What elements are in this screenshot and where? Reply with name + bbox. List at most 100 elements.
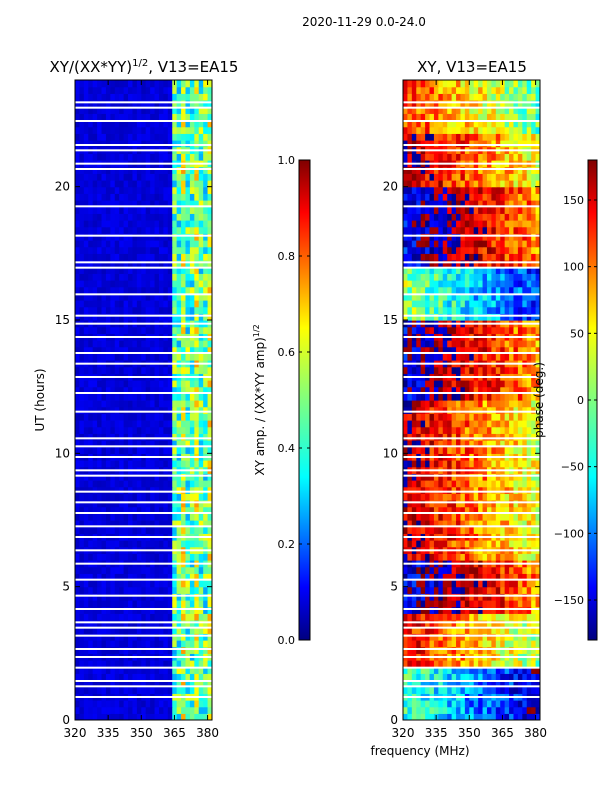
heatmap-cell	[460, 313, 466, 321]
heatmap-cell	[150, 680, 156, 688]
heatmap-cell	[150, 460, 156, 468]
heatmap-cell	[509, 473, 515, 481]
heatmap-cell	[203, 253, 209, 261]
heatmap-cell	[189, 506, 195, 514]
heatmap-cell	[500, 340, 506, 348]
heatmap-cell	[504, 413, 510, 421]
heatmap-cell	[198, 126, 204, 134]
heatmap-cell	[473, 393, 479, 401]
heatmap-cell	[425, 573, 431, 581]
heatmap-cell	[429, 606, 435, 614]
heatmap-cell	[194, 386, 200, 394]
heatmap-cell	[123, 326, 129, 334]
heatmap-cell	[451, 313, 457, 321]
heatmap-cell	[136, 200, 142, 208]
heatmap-cell	[185, 700, 191, 708]
heatmap-cell	[123, 680, 129, 688]
heatmap-cell	[198, 280, 204, 288]
heatmap-cell	[517, 500, 523, 508]
heatmap-cell	[83, 700, 89, 708]
heatmap-cell	[513, 640, 519, 648]
heatmap-cell	[407, 620, 413, 628]
heatmap-cell	[522, 600, 528, 608]
heatmap-cell	[150, 646, 156, 654]
heatmap-cell	[526, 406, 532, 414]
heatmap-cell	[411, 513, 417, 521]
heatmap-cell	[535, 713, 540, 720]
heatmap-cell	[145, 180, 151, 188]
heatmap-cell	[75, 306, 81, 314]
heatmap-cell	[163, 253, 169, 261]
heatmap-cell	[433, 346, 439, 354]
heatmap-cell	[123, 566, 129, 574]
heatmap-cell	[181, 566, 187, 574]
heatmap-cell	[83, 520, 89, 528]
heatmap-cell	[517, 513, 523, 521]
heatmap-cell	[203, 93, 209, 101]
heatmap-cell	[128, 193, 134, 201]
heatmap-cell	[416, 620, 422, 628]
heatmap-cell	[79, 566, 85, 574]
heatmap-cell	[189, 120, 195, 128]
heatmap-cell	[509, 393, 515, 401]
heatmap-cell	[92, 700, 98, 708]
heatmap-cell	[194, 213, 200, 221]
heatmap-cell	[154, 153, 160, 161]
heatmap-cell	[194, 646, 200, 654]
heatmap-cell	[429, 353, 435, 361]
heatmap-cell	[411, 580, 417, 588]
heatmap-cell	[456, 600, 462, 608]
heatmap-cell	[150, 520, 156, 528]
heatmap-cell	[167, 480, 173, 488]
heatmap-cell	[207, 186, 212, 194]
heatmap-cell	[75, 566, 81, 574]
heatmap-cell	[132, 113, 138, 121]
heatmap-cell	[79, 300, 85, 308]
heatmap-cell	[469, 380, 475, 388]
heatmap-cell	[132, 393, 138, 401]
heatmap-cell	[132, 420, 138, 428]
heatmap-cell	[145, 626, 151, 634]
heatmap-cell	[172, 486, 178, 494]
heatmap-cell	[198, 593, 204, 601]
heatmap-cell	[128, 80, 134, 88]
heatmap-cell	[83, 140, 89, 148]
heatmap-cell	[456, 526, 462, 534]
heatmap-cell	[110, 200, 116, 208]
heatmap-cell	[482, 606, 488, 614]
heatmap-cell	[128, 486, 134, 494]
heatmap-cell	[433, 426, 439, 434]
heatmap-cell	[420, 440, 426, 448]
heatmap-cell	[181, 173, 187, 181]
heatmap-cell	[154, 713, 160, 720]
heatmap-cell	[438, 586, 444, 594]
heatmap-cell	[456, 500, 462, 508]
heatmap-cell	[473, 440, 479, 448]
heatmap-cell	[456, 346, 462, 354]
heatmap-cell	[132, 346, 138, 354]
heatmap-cell	[433, 460, 439, 468]
heatmap-cell	[119, 513, 125, 521]
heatmap-cell	[522, 506, 528, 514]
heatmap-cell	[97, 500, 103, 508]
heatmap-cell	[456, 573, 462, 581]
heatmap-cell	[75, 640, 81, 648]
heatmap-cell	[172, 220, 178, 228]
heatmap-cell	[425, 660, 431, 668]
heatmap-cell	[105, 346, 111, 354]
heatmap-cell	[114, 266, 120, 274]
heatmap-cell	[181, 353, 187, 361]
heatmap-cell	[172, 626, 178, 634]
heatmap-cell	[429, 326, 435, 334]
heatmap-cell	[101, 346, 107, 354]
heatmap-cell	[469, 686, 475, 694]
heatmap-cell	[92, 120, 98, 128]
heatmap-cell	[189, 580, 195, 588]
heatmap-cell	[88, 553, 94, 561]
heatmap-cell	[433, 506, 439, 514]
blank-row	[75, 437, 212, 440]
heatmap-cell	[464, 713, 470, 720]
heatmap-cell	[163, 106, 169, 114]
heatmap-cell	[531, 353, 537, 361]
heatmap-cell	[163, 226, 169, 234]
